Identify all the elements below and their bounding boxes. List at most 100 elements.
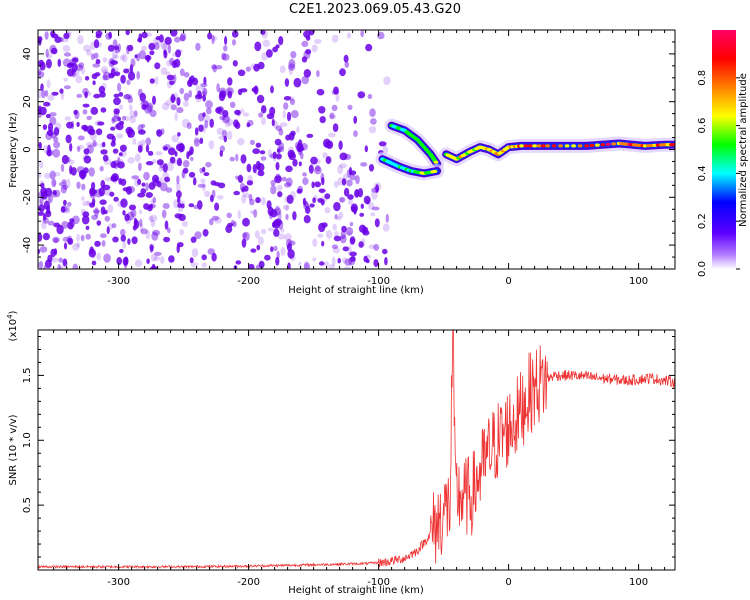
scatter-point xyxy=(280,246,286,256)
scatter-point xyxy=(266,113,275,120)
y-tick-label: 1.5 xyxy=(22,367,33,383)
scatter-point xyxy=(337,216,341,221)
scatter-point xyxy=(64,116,71,121)
snr-y-label: SNR (10 * v/v) xyxy=(8,414,19,485)
scatter-point xyxy=(305,35,311,41)
scatter-point xyxy=(147,150,154,156)
scatter-point xyxy=(305,49,312,55)
scatter-point xyxy=(103,71,111,81)
scatter-point xyxy=(103,253,111,263)
scatter-point xyxy=(117,200,125,208)
scatter-point xyxy=(113,196,119,202)
scatter-point xyxy=(179,68,185,77)
scatter-point xyxy=(99,199,107,205)
scatter-point xyxy=(168,255,175,263)
scatter-point xyxy=(328,264,336,269)
ridge-main-amplitude-point xyxy=(584,144,589,148)
scatter-point xyxy=(99,91,106,98)
scatter-point xyxy=(284,233,292,242)
colorbar-label: Normalized spectral amplitude xyxy=(738,73,749,227)
scatter-point xyxy=(216,195,224,200)
scatter-point xyxy=(346,32,352,39)
scatter-point xyxy=(232,60,238,67)
scatter-point xyxy=(194,231,202,240)
scatter-point xyxy=(256,94,265,104)
ridge-upper-branch-amplitude-point xyxy=(426,150,431,154)
scatter-point xyxy=(324,193,331,200)
scatter-point xyxy=(48,194,53,204)
scatter-point xyxy=(119,55,126,61)
scatter-point xyxy=(243,185,249,192)
scatter-point xyxy=(182,160,190,168)
x-tick-label: 100 xyxy=(629,276,648,287)
scatter-point xyxy=(83,44,91,52)
scatter-point xyxy=(215,107,223,114)
scatter-point xyxy=(141,45,147,51)
scatter-point xyxy=(113,110,120,119)
scatter-point xyxy=(46,79,51,89)
scatter-point xyxy=(338,140,343,150)
scatter-point xyxy=(155,151,163,156)
scatter-point xyxy=(123,256,129,266)
scatter-point xyxy=(318,106,326,114)
snr-y-multiplier-base: (x10 xyxy=(8,319,19,342)
scatter-point xyxy=(314,164,321,172)
scatter-point xyxy=(38,173,42,178)
scatter-point xyxy=(223,45,228,52)
scatter-point xyxy=(38,89,42,99)
scatter-point xyxy=(237,174,244,183)
scatter-point xyxy=(117,116,121,122)
scatter-point xyxy=(38,232,43,242)
scatter-point xyxy=(151,263,156,269)
scatter-point xyxy=(303,69,311,78)
scatter-point xyxy=(339,196,346,203)
x-tick-label: -200 xyxy=(237,577,260,588)
scatter-point xyxy=(360,203,364,209)
scatter-point xyxy=(62,261,69,269)
scatter-point xyxy=(149,109,157,118)
scatter-point xyxy=(152,159,157,164)
scatter-point xyxy=(342,246,349,252)
scatter-point xyxy=(191,248,199,258)
scatter-point xyxy=(62,258,68,267)
scatter-point xyxy=(242,112,250,117)
scatter-point xyxy=(96,42,103,48)
scatter-point xyxy=(342,257,348,264)
scatter-point xyxy=(321,222,328,228)
scatter-point xyxy=(312,197,316,204)
scatter-point xyxy=(274,218,283,226)
scatter-point xyxy=(90,53,95,60)
scatter-point xyxy=(313,195,318,201)
scatter-point xyxy=(101,141,106,148)
scatter-point xyxy=(60,184,67,194)
scatter-point xyxy=(181,118,190,128)
scatter-point xyxy=(278,211,282,221)
scatter-point xyxy=(186,122,192,130)
scatter-point xyxy=(343,266,351,269)
scatter-point xyxy=(163,146,168,151)
scatter-point xyxy=(235,175,239,180)
scatter-point xyxy=(276,250,280,259)
scatter-point xyxy=(255,264,260,269)
scatter-point xyxy=(349,222,354,227)
scatter-point xyxy=(275,205,280,212)
scatter-point xyxy=(365,43,373,52)
scatter-point xyxy=(149,214,158,222)
scatter-point xyxy=(140,188,147,195)
scatter-point xyxy=(127,185,136,194)
scatter-point xyxy=(211,64,217,70)
scatter-point xyxy=(169,156,176,164)
scatter-point xyxy=(255,197,261,204)
scatter-point xyxy=(261,117,266,126)
scatter-point xyxy=(252,163,257,174)
scatter-point xyxy=(91,73,98,80)
scatter-point xyxy=(54,189,61,198)
ridge-main-amplitude-point xyxy=(558,144,563,148)
scatter-point xyxy=(224,36,228,45)
scatter-point xyxy=(38,36,43,42)
colorbar-tick-label: 0.6 xyxy=(697,118,708,134)
scatter-point xyxy=(154,251,162,256)
scatter-point xyxy=(357,91,366,99)
scatter-point xyxy=(76,144,85,150)
scatter-point xyxy=(117,43,121,52)
